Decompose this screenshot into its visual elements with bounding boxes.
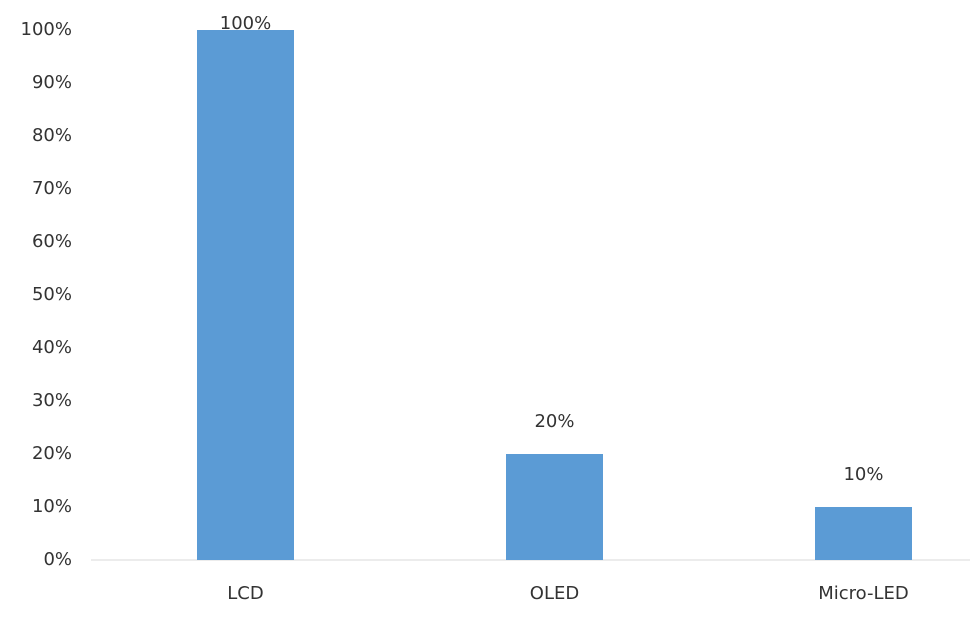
y-tick-label: 70% [32, 178, 72, 199]
y-tick-label: 90% [32, 72, 72, 93]
x-tick-label: OLED [530, 583, 579, 604]
y-tick-label: 50% [32, 284, 72, 305]
y-tick-label: 30% [32, 390, 72, 411]
y-tick-label: 0% [43, 549, 72, 570]
bar [197, 30, 294, 560]
data-label: 100% [220, 13, 271, 34]
y-tick-label: 20% [32, 443, 72, 464]
y-tick-label: 40% [32, 337, 72, 358]
bar [815, 507, 912, 560]
bar [506, 454, 603, 560]
data-label: 10% [843, 464, 883, 485]
data-label: 20% [534, 411, 574, 432]
y-tick-label: 60% [32, 231, 72, 252]
x-tick-label: LCD [227, 583, 263, 604]
x-tick-label: Micro-LED [818, 583, 909, 604]
y-tick-label: 100% [21, 19, 72, 40]
y-tick-label: 80% [32, 125, 72, 146]
y-tick-label: 10% [32, 496, 72, 517]
